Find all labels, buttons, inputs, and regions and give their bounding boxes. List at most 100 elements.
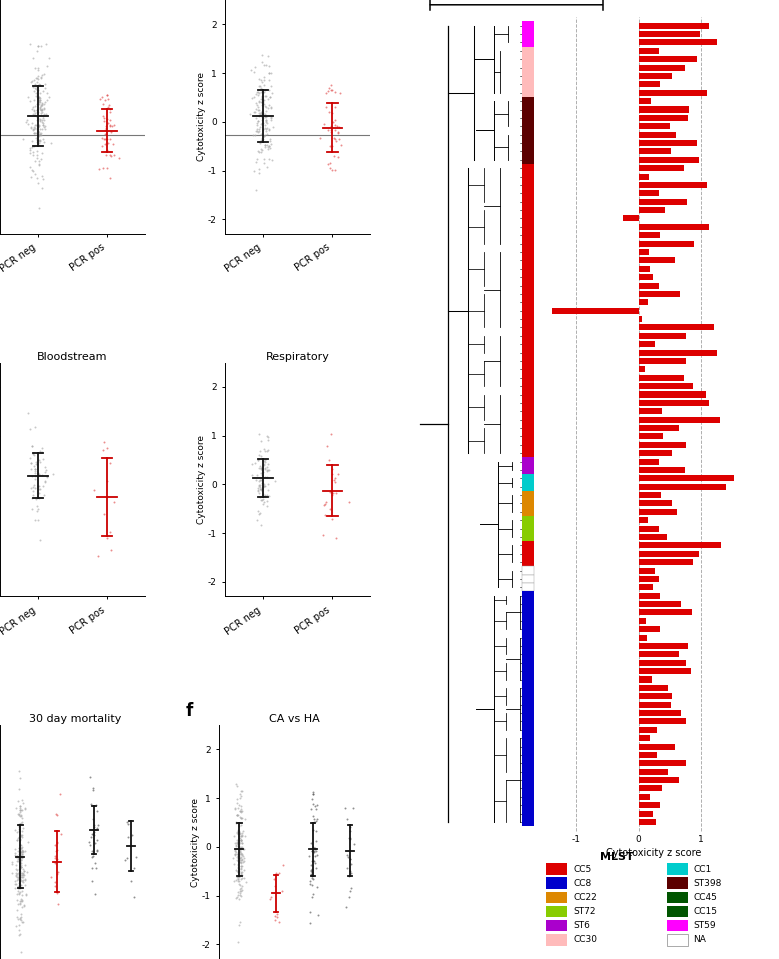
Point (258, 58, 270, 73)
Bar (639, 140, 697, 146)
Point (259, 109, 271, 125)
Point (15, 840, 27, 855)
Point (259, 454, 271, 469)
Point (343, 494, 355, 509)
Bar (639, 174, 650, 179)
Point (16, 844, 29, 859)
Point (254, 119, 266, 134)
Point (235, 784, 248, 799)
Point (33, 78, 46, 93)
Point (15, 912, 27, 927)
Bar (667, 934, 688, 946)
Point (252, 125, 264, 140)
Point (234, 885, 246, 901)
Point (9, 845, 21, 860)
Point (33, 133, 45, 149)
Point (27, 145, 40, 160)
Point (15, 849, 27, 864)
Bar (639, 718, 686, 724)
Text: CC45: CC45 (693, 893, 717, 901)
Point (254, 465, 266, 480)
Point (256, 467, 269, 482)
Point (12, 865, 24, 880)
Point (265, 136, 277, 152)
Point (28, 126, 41, 141)
Point (36, 445, 48, 460)
Point (6, 854, 19, 870)
Point (104, 112, 116, 128)
Point (249, 456, 261, 471)
Point (234, 845, 247, 860)
Point (273, 915, 286, 930)
Point (248, 105, 260, 120)
Point (5, 856, 18, 872)
Bar (522, 617, 534, 625)
Point (106, 136, 118, 152)
Point (100, 147, 112, 162)
Point (26, 51, 39, 66)
Point (94, 91, 107, 106)
Point (104, 525, 117, 540)
Point (12, 847, 25, 862)
Point (232, 860, 245, 876)
Point (259, 138, 271, 153)
Bar (522, 265, 534, 273)
Point (262, 482, 274, 498)
Point (234, 849, 247, 864)
Bar (522, 742, 534, 751)
Text: CC8: CC8 (573, 878, 591, 888)
Point (20, 114, 33, 129)
Bar (522, 332, 534, 340)
Point (33, 77, 45, 92)
Point (234, 840, 247, 855)
Point (250, 152, 263, 167)
Point (29, 105, 41, 120)
Bar (522, 122, 534, 130)
Bar (522, 449, 534, 457)
Point (231, 826, 243, 841)
Point (311, 848, 323, 863)
Point (100, 111, 113, 127)
Point (29, 419, 41, 434)
Bar (522, 281, 534, 290)
Point (263, 140, 276, 155)
Point (231, 850, 243, 865)
Point (255, 433, 267, 449)
Point (15, 859, 27, 875)
Bar (639, 743, 675, 750)
Point (101, 440, 114, 456)
Point (10, 825, 23, 840)
Bar (522, 574, 534, 583)
Point (251, 98, 263, 113)
Point (230, 837, 242, 853)
Bar (639, 794, 650, 800)
Point (307, 786, 319, 802)
Point (342, 849, 354, 864)
Point (93, 162, 105, 177)
Point (15, 859, 27, 875)
Point (16, 131, 29, 147)
Point (237, 841, 249, 856)
Point (37, 110, 50, 126)
Point (103, 98, 115, 113)
Point (32, 118, 44, 133)
Point (16, 892, 28, 907)
Bar (522, 700, 534, 709)
Bar (522, 382, 534, 390)
Point (263, 462, 275, 478)
Bar (522, 709, 534, 717)
Point (259, 139, 271, 154)
Point (231, 807, 244, 823)
Point (256, 127, 268, 142)
Point (261, 137, 273, 152)
Point (104, 149, 117, 164)
Point (91, 820, 104, 835)
Point (53, 786, 65, 802)
Point (29, 512, 41, 527)
Point (128, 860, 140, 876)
Bar (522, 139, 534, 148)
Point (14, 911, 26, 926)
Point (16, 915, 28, 930)
Point (258, 479, 270, 494)
Bar (639, 400, 709, 406)
